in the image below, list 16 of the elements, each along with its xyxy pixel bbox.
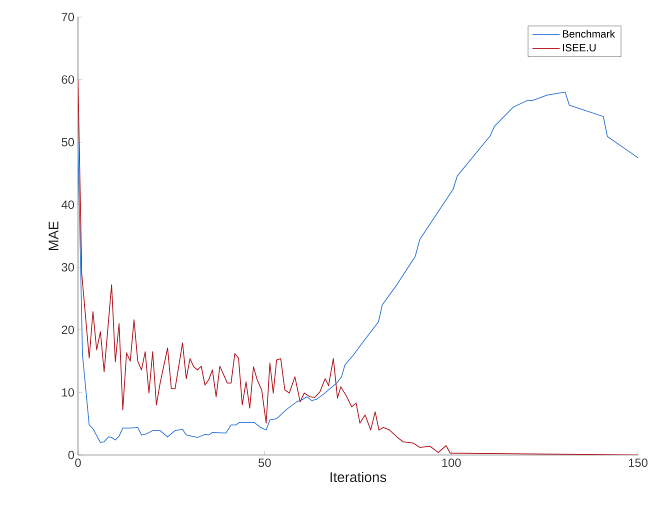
x-axis-title: Iterations bbox=[330, 472, 386, 482]
y-tick-label: 70 bbox=[62, 12, 74, 22]
y-tick-label: 40 bbox=[61, 200, 74, 209]
y-tick-label: 20 bbox=[62, 326, 74, 334]
x-tick-label: 0 bbox=[75, 458, 81, 467]
y-tick-label: 10 bbox=[62, 388, 74, 397]
y-tick-label: 60 bbox=[62, 75, 74, 84]
y-tick-label: 30 bbox=[62, 263, 74, 272]
legend-label: ISEE.U bbox=[563, 44, 596, 52]
y-axis-title: MAE bbox=[48, 221, 58, 250]
x-tick-label: 150 bbox=[628, 458, 648, 467]
x-tick-label: 50 bbox=[258, 458, 271, 467]
legend-label: Benchmark bbox=[562, 30, 616, 38]
y-tick-label: 50 bbox=[62, 138, 74, 146]
x-tick-label: 100 bbox=[442, 458, 461, 467]
y-tick-label: 0 bbox=[68, 450, 74, 460]
